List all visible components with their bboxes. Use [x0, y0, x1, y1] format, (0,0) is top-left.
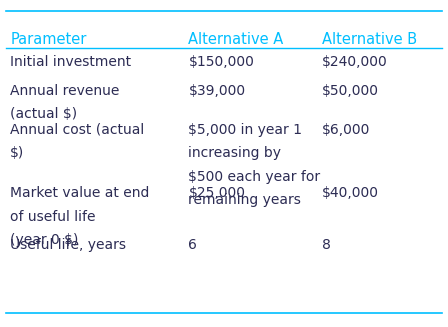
Text: $150,000: $150,000: [188, 55, 254, 69]
Text: $25,000: $25,000: [188, 186, 246, 200]
Text: $240,000: $240,000: [322, 55, 388, 69]
Text: Alternative B: Alternative B: [322, 32, 417, 47]
Text: Annual revenue: Annual revenue: [10, 84, 120, 98]
Text: remaining years: remaining years: [188, 193, 301, 207]
Text: of useful life: of useful life: [10, 210, 96, 224]
Text: (year 0 $): (year 0 $): [10, 233, 79, 247]
Text: 8: 8: [322, 238, 331, 252]
Text: Alternative A: Alternative A: [188, 32, 284, 47]
Text: increasing by: increasing by: [188, 146, 281, 160]
Text: Useful life, years: Useful life, years: [10, 238, 126, 252]
Text: Annual cost (actual: Annual cost (actual: [10, 123, 145, 137]
Text: Initial investment: Initial investment: [10, 55, 131, 69]
Text: $39,000: $39,000: [188, 84, 246, 98]
Text: Parameter: Parameter: [10, 32, 86, 47]
Text: 6: 6: [188, 238, 197, 252]
Text: $): $): [10, 146, 25, 160]
Text: $500 each year for: $500 each year for: [188, 170, 320, 184]
Text: $6,000: $6,000: [322, 123, 370, 137]
Text: $5,000 in year 1: $5,000 in year 1: [188, 123, 302, 137]
Text: $40,000: $40,000: [322, 186, 379, 200]
Text: $50,000: $50,000: [322, 84, 379, 98]
Text: Market value at end: Market value at end: [10, 186, 150, 200]
Text: (actual $): (actual $): [10, 107, 78, 121]
